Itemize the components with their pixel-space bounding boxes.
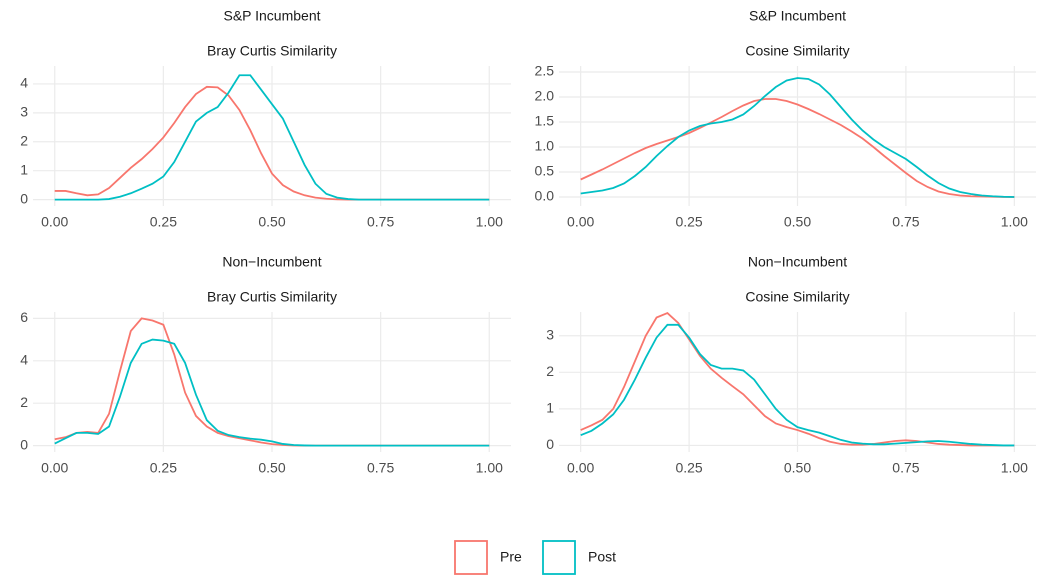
x-tick-label: 0.50 bbox=[258, 460, 285, 476]
legend-key bbox=[542, 540, 576, 575]
y-tick-label: 0.0 bbox=[535, 188, 555, 204]
facet-subtitle: Cosine Similarity bbox=[745, 43, 849, 59]
x-tick-label: 0.25 bbox=[675, 214, 702, 230]
x-tick-label: 0.75 bbox=[892, 214, 919, 230]
y-tick-label: 2 bbox=[546, 363, 554, 379]
x-tick-label: 0.75 bbox=[892, 460, 919, 476]
legend-key bbox=[454, 540, 488, 575]
x-tick-label: 0.50 bbox=[784, 214, 811, 230]
x-tick-label: 1.00 bbox=[476, 214, 503, 230]
density-line bbox=[580, 323, 1015, 447]
x-tick-label: 1.00 bbox=[1001, 214, 1028, 230]
y-tick-label: 2 bbox=[20, 132, 28, 148]
density-line bbox=[580, 312, 1015, 447]
x-tick-label: 0.00 bbox=[41, 460, 68, 476]
facet-title: Non−Incumbent bbox=[222, 254, 321, 270]
x-tick-label: 0.25 bbox=[150, 214, 177, 230]
x-tick-label: 0.00 bbox=[41, 214, 68, 230]
y-tick-label: 1 bbox=[546, 400, 554, 416]
density-line bbox=[580, 77, 1015, 198]
density-line bbox=[54, 338, 490, 447]
y-tick-label: 4 bbox=[20, 75, 28, 91]
x-tick-label: 0.75 bbox=[367, 214, 394, 230]
y-tick-label: 3 bbox=[546, 326, 554, 342]
density-line bbox=[580, 98, 1015, 198]
facet-title: S&P Incumbent bbox=[223, 8, 320, 24]
facet-subtitle: Cosine Similarity bbox=[745, 289, 849, 305]
y-tick-label: 1 bbox=[20, 161, 28, 177]
y-tick-label: 0.5 bbox=[535, 163, 555, 179]
x-tick-label: 1.00 bbox=[1001, 460, 1028, 476]
y-tick-label: 6 bbox=[20, 309, 28, 325]
y-tick-label: 3 bbox=[20, 104, 28, 120]
y-tick-label: 2.5 bbox=[535, 63, 555, 79]
facet-title: Non−Incumbent bbox=[748, 254, 847, 270]
y-tick-label: 0 bbox=[20, 436, 28, 452]
x-tick-label: 0.25 bbox=[675, 460, 702, 476]
y-tick-label: 1.0 bbox=[535, 138, 555, 154]
legend-label: Pre bbox=[500, 549, 522, 565]
y-tick-label: 1.5 bbox=[535, 113, 555, 129]
y-tick-label: 0 bbox=[546, 436, 554, 452]
facet-subtitle: Bray Curtis Similarity bbox=[207, 289, 337, 305]
x-tick-label: 0.25 bbox=[150, 460, 177, 476]
x-tick-label: 0.00 bbox=[567, 460, 594, 476]
y-tick-label: 2 bbox=[20, 394, 28, 410]
y-tick-label: 2.0 bbox=[535, 88, 555, 104]
y-tick-label: 0 bbox=[20, 190, 28, 206]
y-tick-label: 4 bbox=[20, 351, 28, 367]
x-tick-label: 1.00 bbox=[476, 460, 503, 476]
x-tick-label: 0.50 bbox=[258, 214, 285, 230]
facet-subtitle: Bray Curtis Similarity bbox=[207, 43, 337, 59]
facet-title: S&P Incumbent bbox=[749, 8, 846, 24]
x-tick-label: 0.50 bbox=[784, 460, 811, 476]
x-tick-label: 0.00 bbox=[567, 214, 594, 230]
legend-label: Post bbox=[588, 549, 616, 565]
density-line bbox=[54, 74, 490, 201]
x-tick-label: 0.75 bbox=[367, 460, 394, 476]
